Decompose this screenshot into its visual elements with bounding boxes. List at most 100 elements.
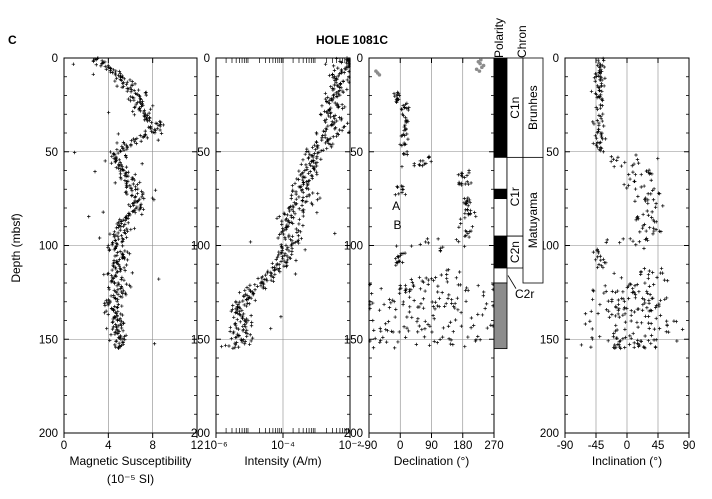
data-point — [119, 326, 124, 330]
data-point — [114, 69, 118, 73]
data-point — [293, 212, 297, 216]
data-point — [111, 279, 115, 284]
data-point — [412, 298, 416, 303]
data-point — [119, 277, 123, 282]
data-point — [594, 74, 599, 79]
data-point — [451, 329, 455, 334]
data-point — [340, 102, 344, 107]
data-point — [109, 294, 113, 298]
data-point — [340, 106, 345, 111]
data-point — [106, 303, 110, 307]
data-point — [401, 184, 405, 189]
data-point — [645, 209, 649, 213]
chron-label-c1n: C1n — [508, 97, 522, 119]
data-point — [632, 162, 636, 166]
data-point — [118, 149, 122, 153]
chron-label-c2r: C2r — [515, 287, 534, 301]
data-point — [123, 268, 127, 273]
data-point — [146, 125, 151, 129]
data-point — [108, 70, 113, 74]
data-point — [403, 192, 408, 197]
data-point — [469, 326, 473, 330]
data-point — [393, 94, 397, 98]
chron-label-c1r: C1r — [508, 187, 522, 206]
data-point — [331, 93, 335, 98]
data-point — [238, 320, 242, 324]
data-point — [301, 223, 305, 228]
data-point — [139, 104, 144, 109]
data-point — [397, 287, 402, 291]
data-point — [597, 147, 601, 152]
inclination-panel: 0 50 100 150 200-90 -45 0 45 90 Inclination (°) — [540, 53, 696, 468]
data-point — [463, 211, 467, 216]
data-point — [417, 162, 421, 167]
data-point — [116, 225, 121, 230]
data-point — [133, 172, 137, 177]
data-point — [326, 114, 331, 118]
data-point — [391, 330, 395, 334]
data-point — [398, 253, 403, 258]
data-point — [301, 190, 305, 195]
data-point — [113, 254, 117, 258]
data-point — [135, 182, 140, 187]
data-point — [618, 345, 622, 349]
data-point — [401, 187, 405, 192]
data-point — [120, 295, 124, 299]
data-point — [421, 306, 426, 310]
data-point — [238, 312, 242, 317]
data-point — [153, 188, 158, 192]
data-point — [428, 324, 432, 328]
data-point — [622, 299, 627, 304]
data-point — [646, 201, 650, 206]
data-point — [110, 70, 115, 75]
data-point — [338, 82, 342, 87]
y-tick-label: 150 — [39, 334, 58, 346]
data-point — [335, 95, 339, 99]
data-point — [403, 123, 407, 127]
data-point — [476, 283, 480, 288]
data-point — [113, 316, 117, 320]
data-point — [400, 143, 404, 148]
data-point — [613, 314, 618, 318]
data-point — [658, 313, 663, 318]
data-point — [282, 253, 287, 258]
data-point — [451, 342, 455, 347]
data-point — [628, 237, 632, 241]
data-point — [129, 90, 133, 94]
data-point — [645, 238, 650, 242]
data-point — [231, 303, 235, 308]
data-point — [468, 212, 472, 216]
data-point — [407, 105, 411, 110]
data-point — [289, 196, 293, 201]
data-point — [599, 116, 603, 121]
data-point — [118, 175, 123, 179]
data-point — [111, 320, 115, 324]
data-point — [643, 197, 647, 201]
data-point — [302, 208, 306, 212]
data-point — [403, 288, 408, 293]
data-point — [276, 253, 281, 257]
data-point — [236, 302, 240, 307]
data-point — [130, 189, 134, 193]
data-point — [619, 164, 624, 168]
data-point — [326, 124, 330, 128]
data-point — [405, 150, 409, 154]
data-point — [115, 299, 119, 304]
data-point — [127, 283, 132, 287]
data-point — [301, 210, 306, 214]
data-point — [287, 235, 291, 239]
data-point — [144, 115, 148, 119]
data-point — [249, 296, 253, 300]
data-point — [591, 250, 596, 254]
susceptibility-points — [71, 56, 166, 350]
figure-title: HOLE 1081C — [316, 33, 388, 47]
data-point — [100, 61, 104, 66]
data-point — [114, 267, 118, 271]
data-point — [583, 312, 588, 316]
data-point — [241, 324, 245, 329]
data-point — [625, 306, 629, 311]
data-point — [94, 63, 98, 67]
x-tick-label: 10⁻² — [339, 440, 362, 452]
data-point — [646, 192, 650, 196]
data-point — [601, 257, 606, 262]
